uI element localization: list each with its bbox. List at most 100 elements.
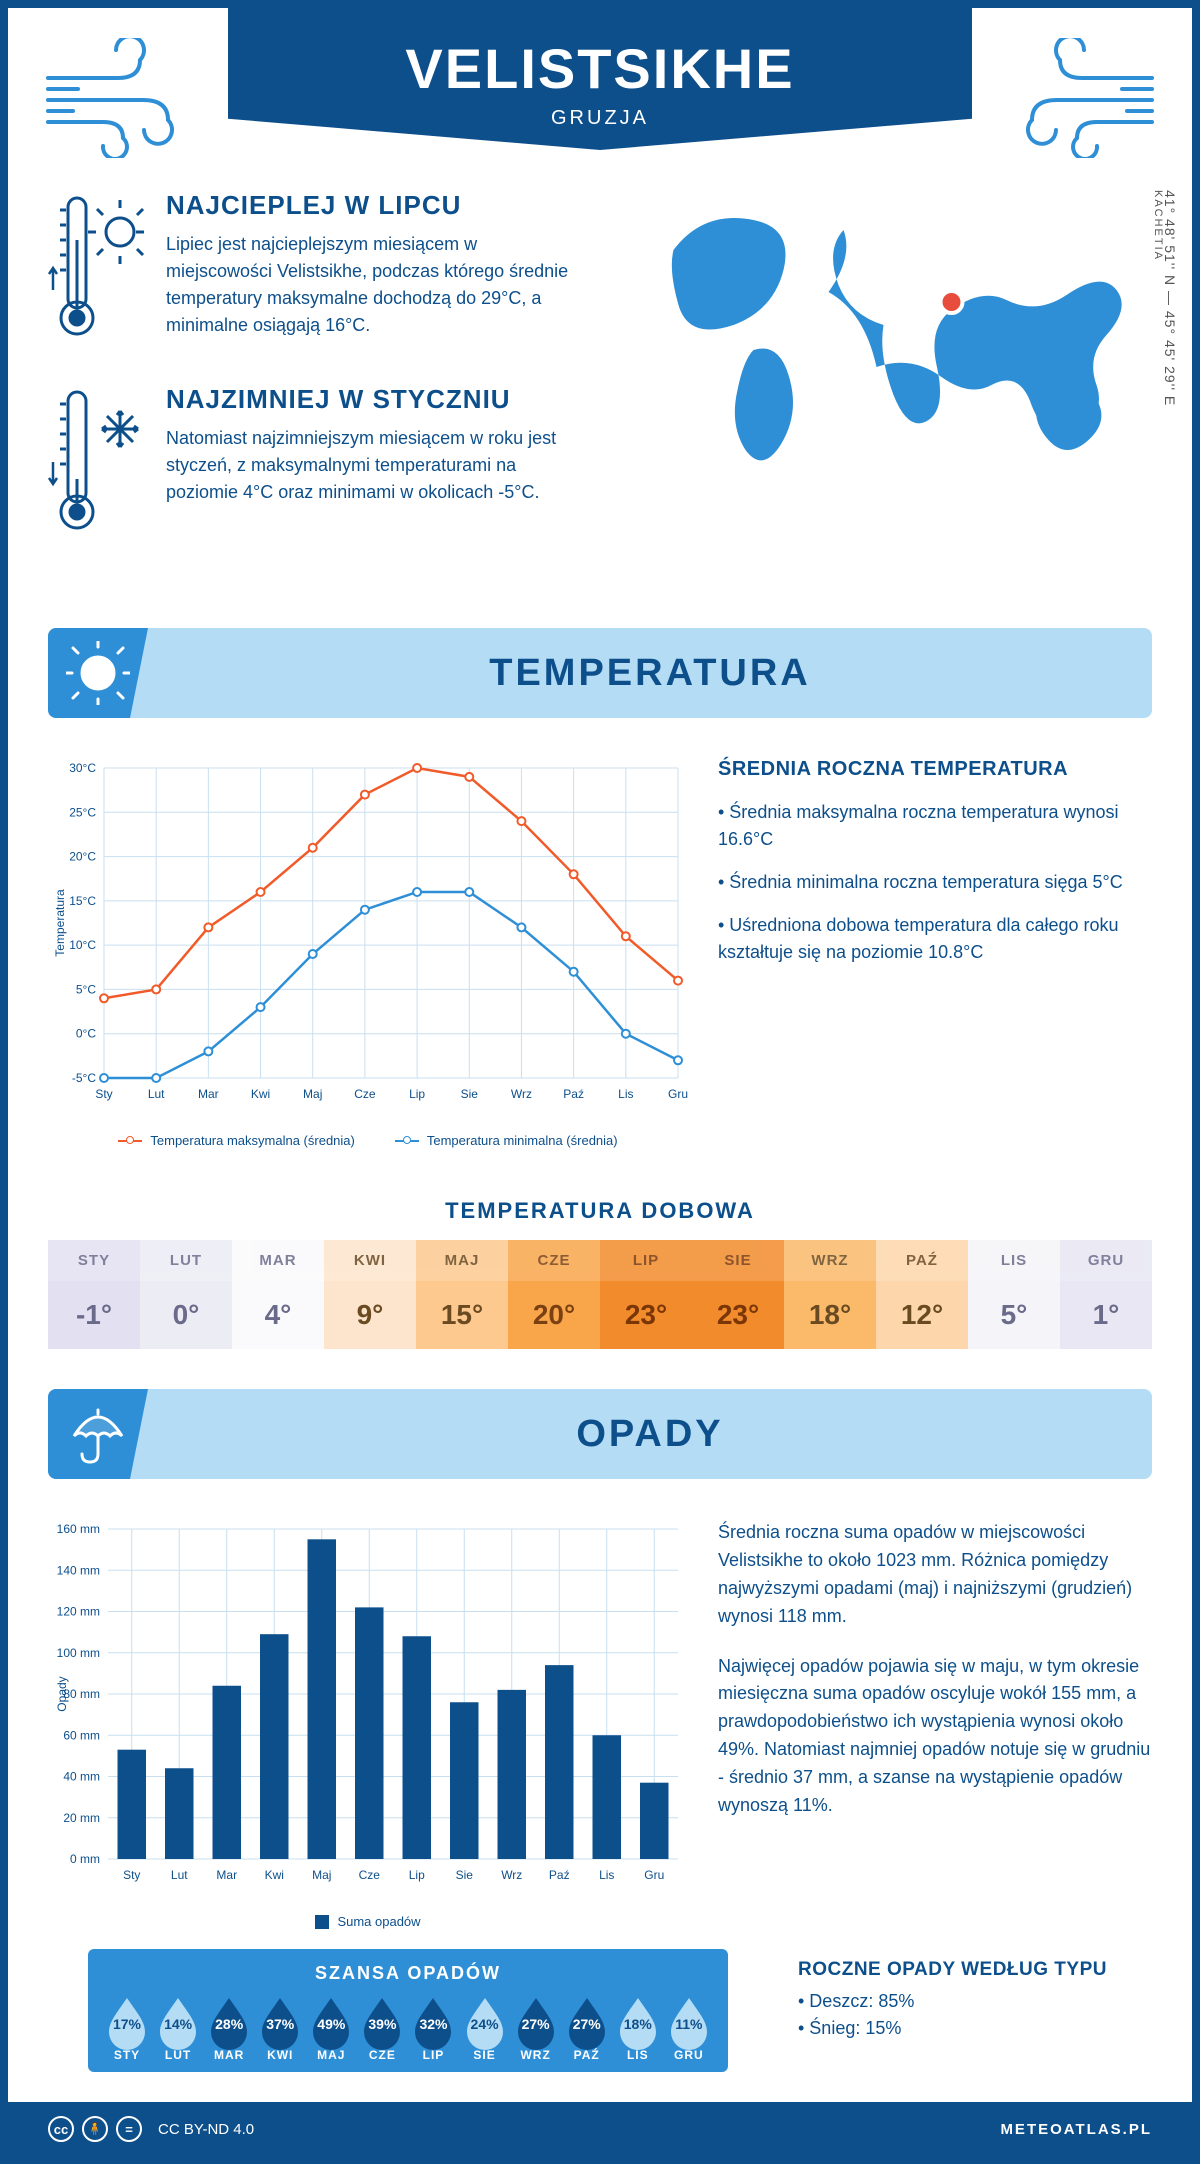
svg-text:Kwi: Kwi [251,1087,270,1101]
wind-icon-left [38,38,218,158]
svg-text:Temperatura: Temperatura [53,889,67,957]
svg-text:Wrz: Wrz [511,1087,532,1101]
svg-text:Cze: Cze [359,1868,381,1882]
svg-text:60 mm: 60 mm [63,1728,100,1742]
chance-drop: 27%PAŹ [564,1994,610,2062]
svg-text:Sty: Sty [95,1087,112,1101]
thermometer-hot-icon [48,190,148,350]
chance-drop: 28%MAR [206,1994,252,2062]
svg-text:30°C: 30°C [69,761,96,775]
precipitation-chance-box: SZANSA OPADÓW 17%STY14%LUT28%MAR37%KWI49… [88,1949,728,2072]
page-subtitle: GRUZJA [228,107,972,130]
sun-icon [48,628,148,718]
header-wrap: VELISTSIKHE GRUZJA [8,8,1192,150]
header-banner: VELISTSIKHE GRUZJA [228,8,972,150]
daily-cell: WRZ18° [784,1240,876,1349]
warmest-text: Lipiec jest najcieplejszym miesiącem w m… [166,231,585,339]
daily-cell: LUT0° [140,1240,232,1349]
opady-legend-label: Suma opadów [337,1914,420,1929]
daily-cell: STY-1° [48,1240,140,1349]
svg-text:Sie: Sie [461,1087,479,1101]
daily-temp-title: TEMPERATURA DOBOWA [8,1198,1192,1224]
svg-text:5°C: 5°C [76,982,96,996]
nd-icon: = [116,2116,142,2142]
opady-p1: Średnia roczna suma opadów w miejscowośc… [718,1519,1152,1631]
intro-row: NAJCIEPLEJ W LIPCU Lipiec jest najcieple… [8,150,1192,608]
precipitation-types: ROCZNE OPADY WEDŁUG TYPU • Deszcz: 85% •… [798,1949,1107,2045]
types-title: ROCZNE OPADY WEDŁUG TYPU [798,1959,1107,1981]
cc-icon: cc [48,2116,74,2142]
svg-text:20 mm: 20 mm [63,1811,100,1825]
world-map-icon [615,190,1152,470]
footer: cc 🧍 = CC BY-ND 4.0 METEOATLAS.PL [8,2102,1192,2156]
legend-min: Temperatura minimalna (średnia) [427,1133,618,1148]
chance-drop: 11%GRU [666,1994,712,2062]
svg-text:Lut: Lut [171,1868,188,1882]
svg-text:15°C: 15°C [69,894,96,908]
precipitation-bottom-row: SZANSA OPADÓW 17%STY14%LUT28%MAR37%KWI49… [8,1949,1192,2102]
svg-text:10°C: 10°C [69,938,96,952]
daily-temp-table: STY-1°LUT0°MAR4°KWI9°MAJ15°CZE20°LIP23°S… [48,1240,1152,1349]
svg-text:Kwi: Kwi [265,1868,284,1882]
svg-text:Mar: Mar [198,1087,219,1101]
avg-b3: • Uśredniona dobowa temperatura dla całe… [718,912,1152,966]
svg-text:Gru: Gru [668,1087,688,1101]
chance-title: SZANSA OPADÓW [104,1963,712,1984]
svg-text:0 mm: 0 mm [70,1852,100,1866]
precipitation-text: Średnia roczna suma opadów w miejscowośc… [718,1519,1152,1929]
svg-text:Lis: Lis [599,1868,614,1882]
svg-text:120 mm: 120 mm [57,1605,100,1619]
temperature-section-title: TEMPERATURA [148,652,1152,695]
temperature-line-chart: -5°C0°C5°C10°C15°C20°C25°C30°CStyLutMarK… [48,758,688,1148]
warmest-block: NAJCIEPLEJ W LIPCU Lipiec jest najcieple… [48,190,585,350]
page-title: VELISTSIKHE [228,36,972,101]
temperature-chart-row: -5°C0°C5°C10°C15°C20°C25°C30°CStyLutMarK… [8,738,1192,1168]
daily-cell: CZE20° [508,1240,600,1349]
chance-drop: 32%LIP [410,1994,456,2062]
chance-drop: 18%LIS [615,1994,661,2062]
daily-cell: MAJ15° [416,1240,508,1349]
precipitation-chart-row: 0 mm20 mm40 mm60 mm80 mm100 mm120 mm140 … [8,1499,1192,1949]
svg-text:Paź: Paź [549,1868,570,1882]
svg-text:Lis: Lis [618,1087,633,1101]
svg-text:Paź: Paź [563,1087,584,1101]
chance-drop: 27%WRZ [513,1994,559,2062]
svg-text:Opady: Opady [55,1676,69,1711]
svg-text:160 mm: 160 mm [57,1522,100,1536]
svg-text:140 mm: 140 mm [57,1563,100,1577]
opady-p2: Najwięcej opadów pojawia się w maju, w t… [718,1653,1152,1820]
daily-cell: SIE23° [692,1240,784,1349]
intro-right: KACHETIA 41° 48' 51'' N — 45° 45' 29'' E [615,190,1152,578]
intro-left: NAJCIEPLEJ W LIPCU Lipiec jest najcieple… [48,190,585,578]
chance-drop: 24%SIE [462,1994,508,2062]
legend-max: Temperatura maksymalna (średnia) [150,1133,354,1148]
svg-text:Lip: Lip [409,1868,425,1882]
warmest-title: NAJCIEPLEJ W LIPCU [166,190,585,221]
coldest-title: NAJZIMNIEJ W STYCZNIU [166,384,585,415]
precipitation-section-header: OPADY [48,1389,1152,1479]
coldest-text: Natomiast najzimniejszym miesiącem w rok… [166,425,585,506]
daily-cell: PAŹ12° [876,1240,968,1349]
svg-text:Maj: Maj [303,1087,322,1101]
types-snow: • Śnieg: 15% [798,2018,1107,2039]
precipitation-section-title: OPADY [148,1413,1152,1456]
wind-icon-right [982,38,1162,158]
svg-text:100 mm: 100 mm [57,1646,100,1660]
svg-text:0°C: 0°C [76,1027,96,1041]
types-rain: • Deszcz: 85% [798,1991,1107,2012]
daily-cell: LIP23° [600,1240,692,1349]
svg-text:Cze: Cze [354,1087,376,1101]
precipitation-bar-chart: 0 mm20 mm40 mm60 mm80 mm100 mm120 mm140 … [48,1519,688,1929]
coordinates: 41° 48' 51'' N — 45° 45' 29'' E [1162,190,1178,406]
license-block: cc 🧍 = CC BY-ND 4.0 [48,2116,254,2142]
license-text: CC BY-ND 4.0 [158,2121,254,2138]
svg-text:Maj: Maj [312,1868,331,1882]
coldest-block: NAJZIMNIEJ W STYCZNIU Natomiast najzimni… [48,384,585,544]
chance-drop: 37%KWI [257,1994,303,2062]
svg-text:25°C: 25°C [69,805,96,819]
svg-text:Sty: Sty [123,1868,140,1882]
avg-b1: • Średnia maksymalna roczna temperatura … [718,799,1152,853]
infographic-container: VELISTSIKHE GRUZJA [0,0,1200,2164]
opady-legend: Suma opadów [48,1914,688,1929]
temp-chart-legend: Temperatura maksymalna (średnia) Tempera… [48,1133,688,1148]
